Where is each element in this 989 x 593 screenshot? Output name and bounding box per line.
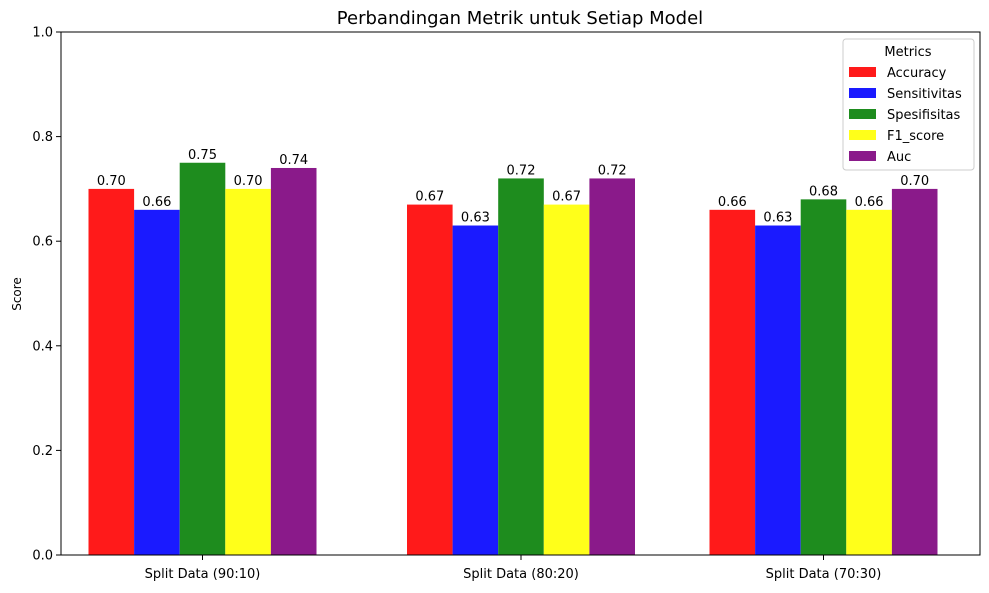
value-labels-layer: 0.70 0.66 0.75 0.70 0.74 0.67 0.63 0.72 0.67 0.72… (97, 148, 929, 226)
legend-swatch (849, 109, 876, 119)
x-tick-label: Split Data (70:30) (766, 567, 882, 582)
legend-label: Auc (887, 150, 911, 165)
legend-label: Spesifisitas (887, 108, 961, 123)
legend-swatch (849, 130, 876, 140)
bar (891, 188, 938, 555)
bar-value-label: 0.66 (855, 195, 884, 210)
y-tick-label: 1.0 (32, 26, 53, 41)
legend-swatch (849, 88, 876, 98)
bar (225, 188, 271, 555)
bar-value-label: 0.67 (552, 190, 581, 205)
legend-swatch (849, 67, 876, 77)
bar-value-label: 0.72 (507, 163, 536, 178)
bar-value-label: 0.70 (900, 174, 929, 189)
legend-items: Accuracy Sensitivitas Spesifisitas F1_score… (849, 66, 962, 165)
bar (88, 188, 135, 555)
bar (270, 167, 317, 556)
bar-value-label: 0.70 (97, 174, 126, 189)
bar-value-label: 0.75 (188, 148, 217, 163)
bar-value-label: 0.72 (598, 163, 627, 178)
y-axis: 0.0 0.2 0.4 0.6 0.8 1.0 (32, 26, 61, 564)
y-tick-label: 0.2 (32, 444, 53, 459)
x-tick-label: Split Data (90:10) (145, 567, 261, 582)
bar (800, 199, 847, 556)
bar (179, 162, 226, 555)
bar (452, 225, 499, 555)
bar (134, 209, 180, 555)
bar-value-label: 0.70 (234, 174, 263, 189)
legend-label: Sensitivitas (887, 87, 962, 102)
bar-value-label: 0.63 (763, 211, 792, 226)
y-tick-label: 0.8 (32, 130, 53, 145)
bar-value-label: 0.74 (279, 153, 308, 168)
legend-label: F1_score (887, 129, 944, 144)
bar (755, 225, 801, 555)
bar (846, 209, 892, 555)
bar-value-label: 0.66 (142, 195, 171, 210)
legend-title: Metrics (884, 45, 931, 60)
legend: Metrics Accuracy Sensitivitas Spesifisitas… (842, 38, 975, 171)
bar (407, 204, 453, 555)
bar-value-label: 0.66 (718, 195, 747, 210)
bar (543, 204, 590, 555)
bar (498, 178, 544, 555)
x-tick-label: Split Data (80:20) (463, 567, 579, 582)
legend-label: Accuracy (887, 66, 947, 81)
chart-title: Perbandingan Metrik untuk Setiap Model (337, 8, 703, 29)
x-axis: Split Data (90:10) Split Data (80:20) Spli… (145, 555, 882, 582)
bar (709, 209, 756, 555)
bars-layer (88, 162, 938, 556)
y-tick-label: 0.6 (32, 235, 53, 250)
y-tick-label: 0.4 (32, 339, 53, 354)
bar (589, 178, 635, 555)
y-tick-label: 0.0 (32, 549, 53, 564)
bar-value-label: 0.67 (415, 190, 444, 205)
bar-value-label: 0.68 (809, 184, 838, 199)
legend-swatch (849, 151, 876, 161)
y-axis-label: Score (10, 277, 24, 311)
plot-frame (60, 31, 981, 556)
bar-value-label: 0.63 (461, 211, 490, 226)
